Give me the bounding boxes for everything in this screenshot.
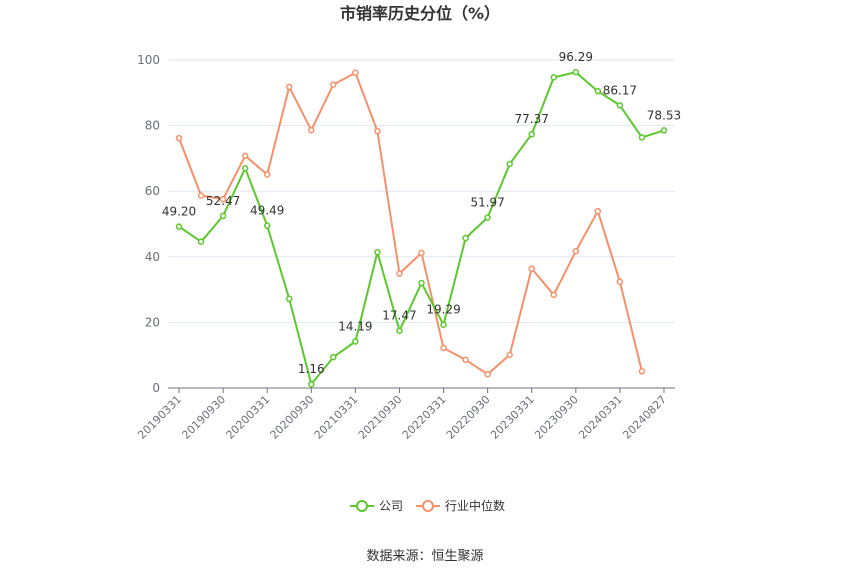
data-point[interactable]	[352, 69, 359, 77]
data-point[interactable]	[462, 356, 469, 364]
x-tick-label: 20230930	[532, 393, 581, 442]
data-point[interactable]	[241, 164, 249, 172]
data-label: 78.53	[647, 108, 681, 122]
data-label: 19.29	[426, 303, 460, 317]
data-point[interactable]	[241, 152, 249, 160]
x-tick-label: 20200331	[224, 393, 273, 442]
data-point[interactable]	[330, 81, 337, 88]
data-point[interactable]	[638, 368, 646, 375]
data-point[interactable]	[219, 212, 227, 220]
data-point[interactable]	[550, 291, 558, 299]
data-point[interactable]	[594, 207, 602, 215]
data-point[interactable]	[418, 249, 425, 257]
series-points	[175, 68, 668, 388]
data-label: 51.97	[470, 196, 504, 210]
data-point[interactable]	[484, 370, 491, 378]
data-label: 1.16	[298, 362, 325, 376]
data-point[interactable]	[197, 238, 205, 245]
data-point[interactable]	[263, 171, 271, 178]
series-lines	[178, 71, 665, 386]
x-tick-label: 20240827	[620, 393, 669, 442]
x-tick-label: 20190331	[135, 393, 184, 442]
y-tick-label: 20	[145, 315, 160, 329]
data-point[interactable]	[528, 130, 535, 138]
x-tick-label: 20220331	[400, 393, 449, 442]
data-point[interactable]	[616, 102, 624, 109]
data-point[interactable]	[197, 192, 205, 199]
x-tick-label: 20240331	[576, 393, 625, 442]
data-point[interactable]	[440, 344, 447, 352]
data-point[interactable]	[572, 247, 580, 255]
data-point[interactable]	[484, 214, 491, 221]
data-point[interactable]	[418, 279, 425, 287]
data-point[interactable]	[506, 351, 513, 359]
data-point[interactable]	[462, 234, 469, 242]
data-point[interactable]	[263, 222, 271, 229]
y-tick-label: 0	[152, 381, 160, 395]
data-point[interactable]	[396, 327, 403, 334]
legend[interactable]: 公司 行业中位数	[350, 498, 505, 513]
data-point[interactable]	[638, 134, 646, 141]
gridlines	[168, 59, 675, 323]
data-labels: 49.20 52.47 49.49 1.16 14.19 17.47 19.29 51.97 7…	[162, 50, 681, 376]
x-tick-label: 20220930	[444, 393, 493, 442]
y-tick-label: 100	[137, 53, 160, 67]
axes: 0 20 40 60 80 100 2019033120190930202003312020…	[135, 53, 675, 442]
data-point[interactable]	[308, 380, 315, 388]
legend-marker[interactable]	[356, 500, 368, 512]
data-label: 86.17	[603, 83, 637, 97]
data-point[interactable]	[374, 127, 381, 135]
data-point[interactable]	[374, 248, 381, 256]
data-point[interactable]	[572, 68, 580, 76]
data-label: 49.49	[250, 204, 284, 218]
data-point[interactable]	[352, 338, 359, 345]
x-tick-label: 20200930	[268, 393, 317, 442]
data-label: 17.47	[382, 309, 416, 323]
data-point[interactable]	[330, 353, 337, 361]
data-point[interactable]	[308, 126, 315, 134]
data-label: 49.20	[162, 205, 196, 219]
data-point[interactable]	[660, 127, 668, 134]
data-label: 14.19	[338, 319, 372, 333]
data-point[interactable]	[550, 74, 558, 81]
data-point[interactable]	[594, 87, 602, 95]
data-point[interactable]	[175, 134, 183, 142]
data-point[interactable]	[219, 195, 227, 203]
source-note: 数据来源：恒生聚源	[366, 549, 483, 564]
y-tick-label: 80	[145, 119, 160, 133]
x-tick-label: 20230331	[488, 393, 537, 442]
legend-label[interactable]: 行业中位数	[445, 498, 505, 513]
x-tick-label: 20210331	[312, 393, 361, 442]
data-point[interactable]	[396, 270, 403, 277]
x-tick-label: 20190930	[179, 393, 228, 442]
data-point[interactable]	[285, 83, 293, 91]
series-line-1	[178, 71, 643, 376]
data-point[interactable]	[506, 160, 513, 168]
data-point[interactable]	[285, 295, 293, 303]
data-label: 96.29	[559, 50, 593, 64]
data-point[interactable]	[616, 278, 624, 285]
legend-label[interactable]: 公司	[379, 499, 403, 513]
y-tick-label: 40	[145, 250, 160, 264]
data-point[interactable]	[440, 321, 447, 328]
chart-title: 市销率历史分位（%）	[340, 4, 500, 23]
data-point[interactable]	[528, 265, 535, 272]
legend-marker[interactable]	[422, 500, 434, 512]
x-tick-label: 20210930	[356, 393, 405, 442]
data-label: 52.47	[206, 194, 240, 208]
series-line-0	[178, 71, 665, 386]
y-tick-label: 60	[145, 184, 160, 198]
data-label: 77.37	[515, 112, 549, 126]
data-point[interactable]	[175, 223, 183, 230]
